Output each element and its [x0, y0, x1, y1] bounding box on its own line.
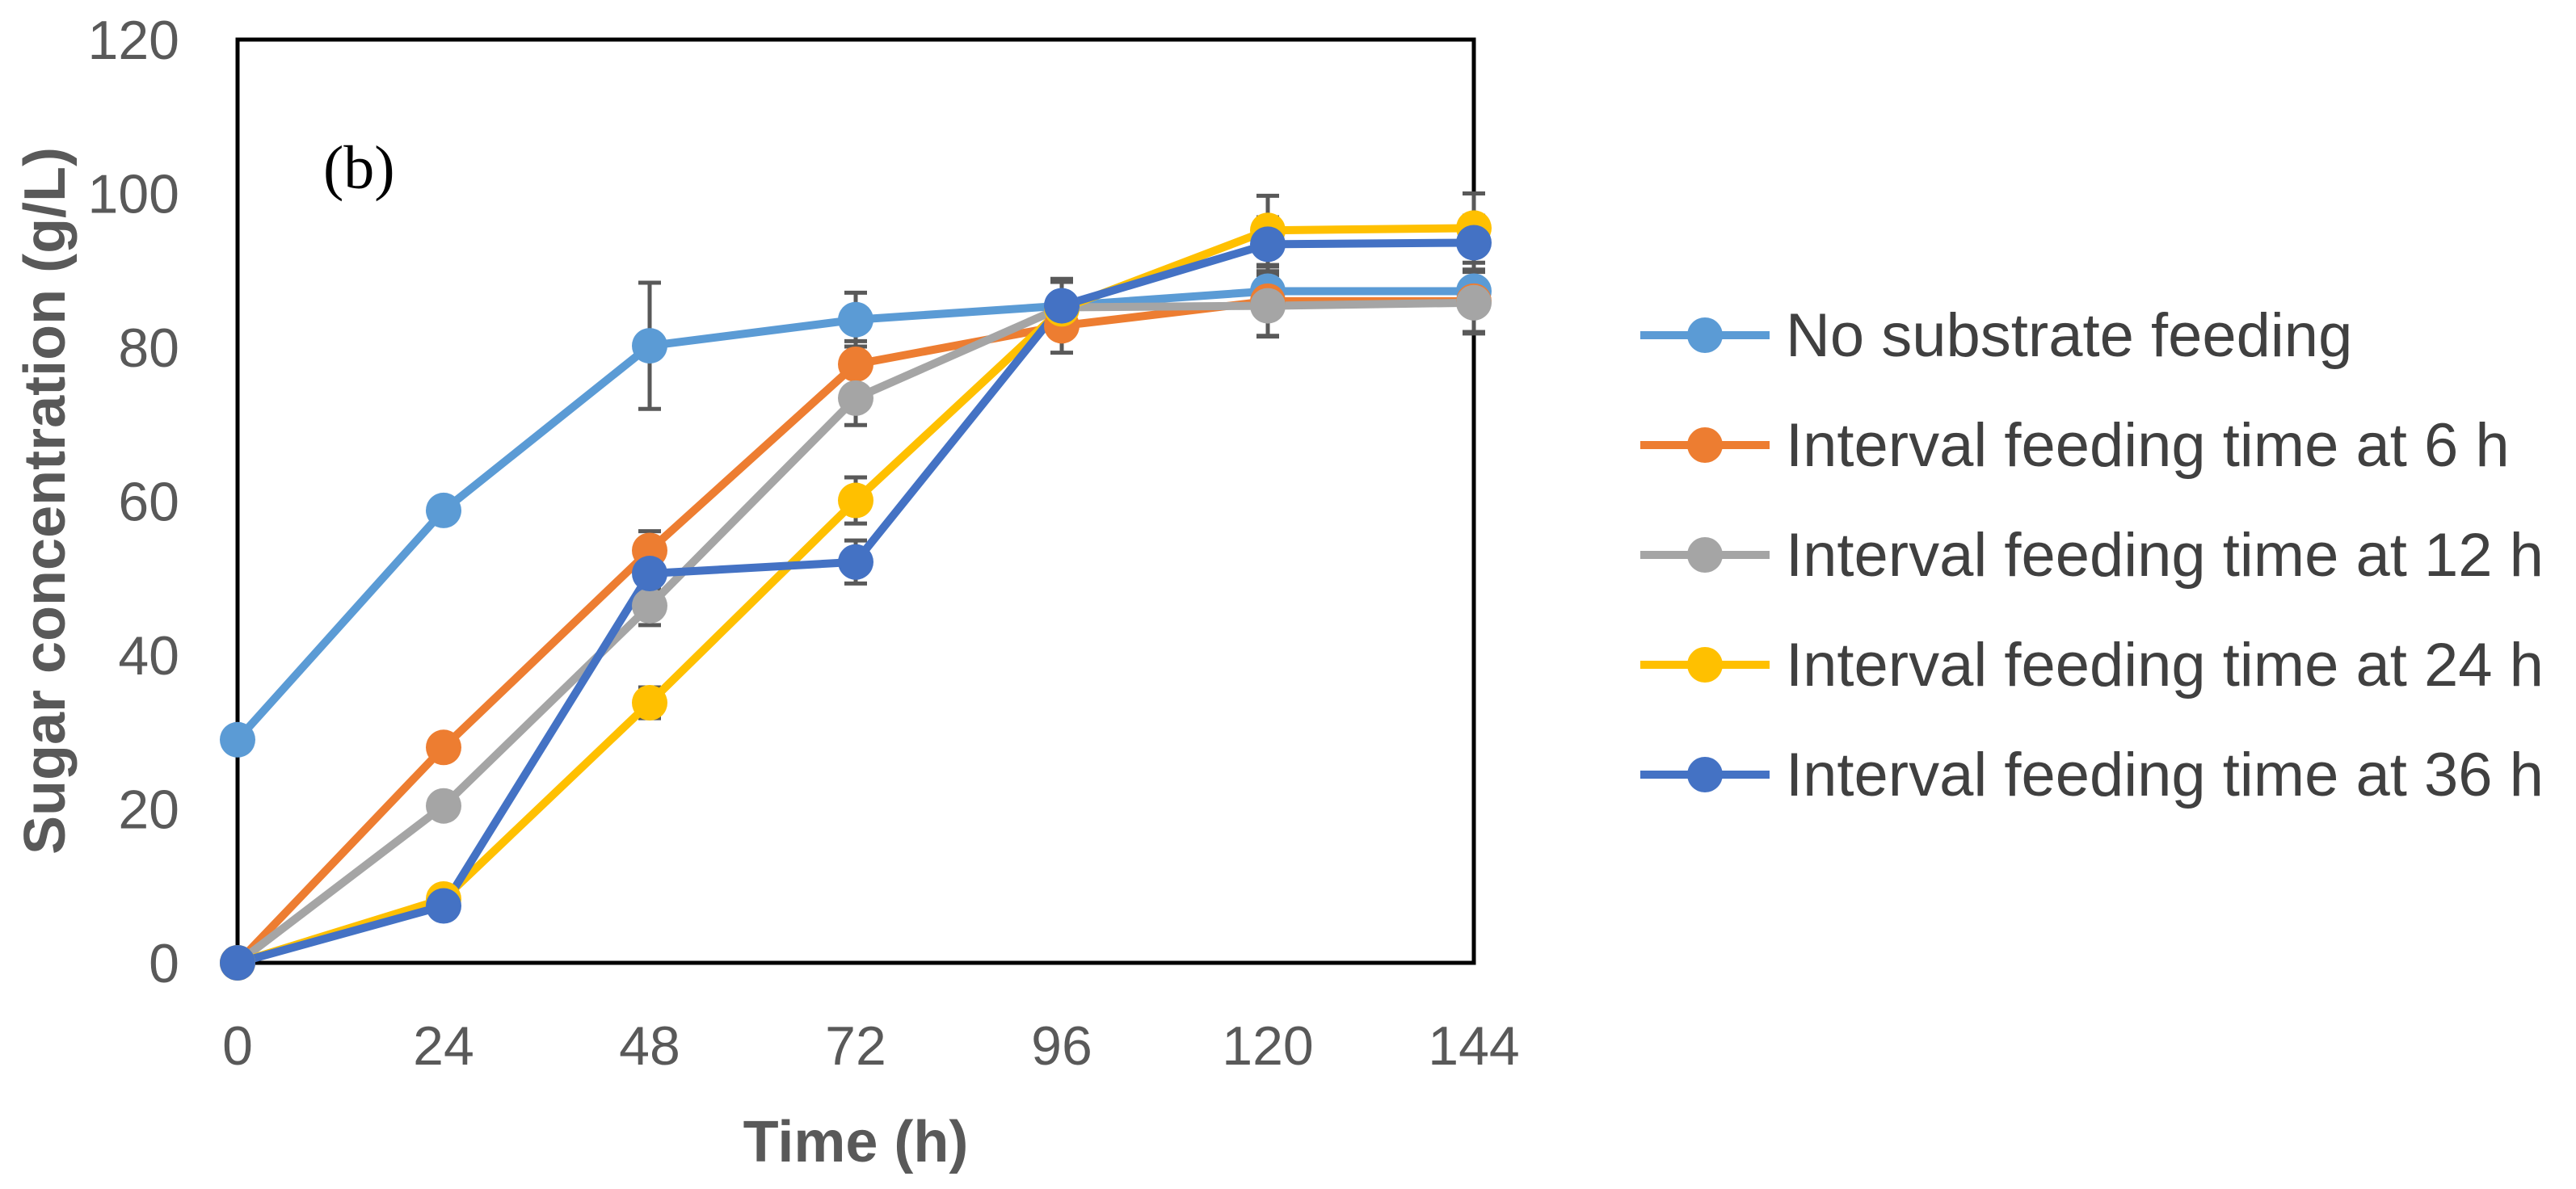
data-point — [838, 301, 873, 338]
y-tick-label: 80 — [118, 317, 179, 379]
legend-marker-swatch — [1687, 427, 1723, 463]
legend-item: Interval feeding time at 24 h — [1640, 631, 2544, 700]
x-tick-label: 144 — [1428, 1015, 1519, 1077]
data-point — [1456, 225, 1492, 261]
y-axis-title: Sugar concentration (g/L) — [13, 147, 78, 855]
x-axis-title: Time (h) — [743, 1110, 969, 1174]
x-tick-label: 48 — [619, 1015, 680, 1077]
data-point — [426, 729, 461, 766]
y-axis-ticks: 0 20 40 60 80 100 120 — [88, 10, 179, 994]
y-tick-label: 120 — [88, 10, 179, 71]
legend-label: Interval feeding time at 24 h — [1786, 631, 2544, 700]
y-tick-label: 60 — [118, 472, 179, 533]
legend-label: Interval feeding time at 36 h — [1786, 741, 2544, 809]
legend-marker-swatch — [1687, 317, 1723, 353]
data-point — [838, 346, 873, 382]
data-point — [632, 685, 667, 721]
data-point — [838, 482, 873, 519]
x-tick-label: 24 — [413, 1015, 474, 1077]
legend-item: Interval feeding time at 12 h — [1640, 521, 2544, 590]
legend-item: Interval feeding time at 36 h — [1640, 741, 2544, 809]
x-tick-label: 72 — [825, 1015, 886, 1077]
y-tick-label: 40 — [118, 625, 179, 687]
legend: No substrate feeding Interval feeding tim… — [1640, 301, 2544, 809]
data-point — [838, 380, 873, 416]
data-point — [1044, 288, 1080, 324]
legend-item: No substrate feeding — [1640, 301, 2352, 370]
data-point — [632, 588, 667, 624]
legend-marker-swatch — [1687, 647, 1723, 683]
y-tick-label: 20 — [118, 779, 179, 841]
data-point — [426, 788, 461, 824]
legend-label: No substrate feeding — [1786, 301, 2352, 370]
x-tick-label: 120 — [1222, 1015, 1313, 1077]
x-axis-ticks: 0 24 48 72 96 120 144 — [222, 1015, 1520, 1077]
data-point — [632, 556, 667, 592]
legend-label: Interval feeding time at 12 h — [1786, 521, 2544, 590]
legend-item: Interval feeding time at 6 h — [1640, 411, 2510, 480]
data-point — [1250, 226, 1286, 263]
x-tick-label: 96 — [1031, 1015, 1092, 1077]
data-point — [426, 492, 461, 528]
legend-label: Interval feeding time at 6 h — [1786, 411, 2510, 480]
data-point — [220, 945, 255, 981]
data-point — [1250, 288, 1286, 324]
y-tick-label: 0 — [149, 933, 179, 994]
y-tick-label: 100 — [88, 164, 179, 225]
legend-marker-swatch — [1687, 757, 1723, 792]
data-point — [426, 888, 461, 924]
data-point — [1456, 284, 1492, 321]
data-point — [838, 544, 873, 580]
panel-label: (b) — [323, 134, 395, 202]
data-point — [632, 328, 667, 364]
data-point — [220, 721, 255, 758]
legend-marker-swatch — [1687, 537, 1723, 573]
x-tick-label: 0 — [222, 1015, 253, 1077]
series-markers — [220, 210, 1492, 981]
